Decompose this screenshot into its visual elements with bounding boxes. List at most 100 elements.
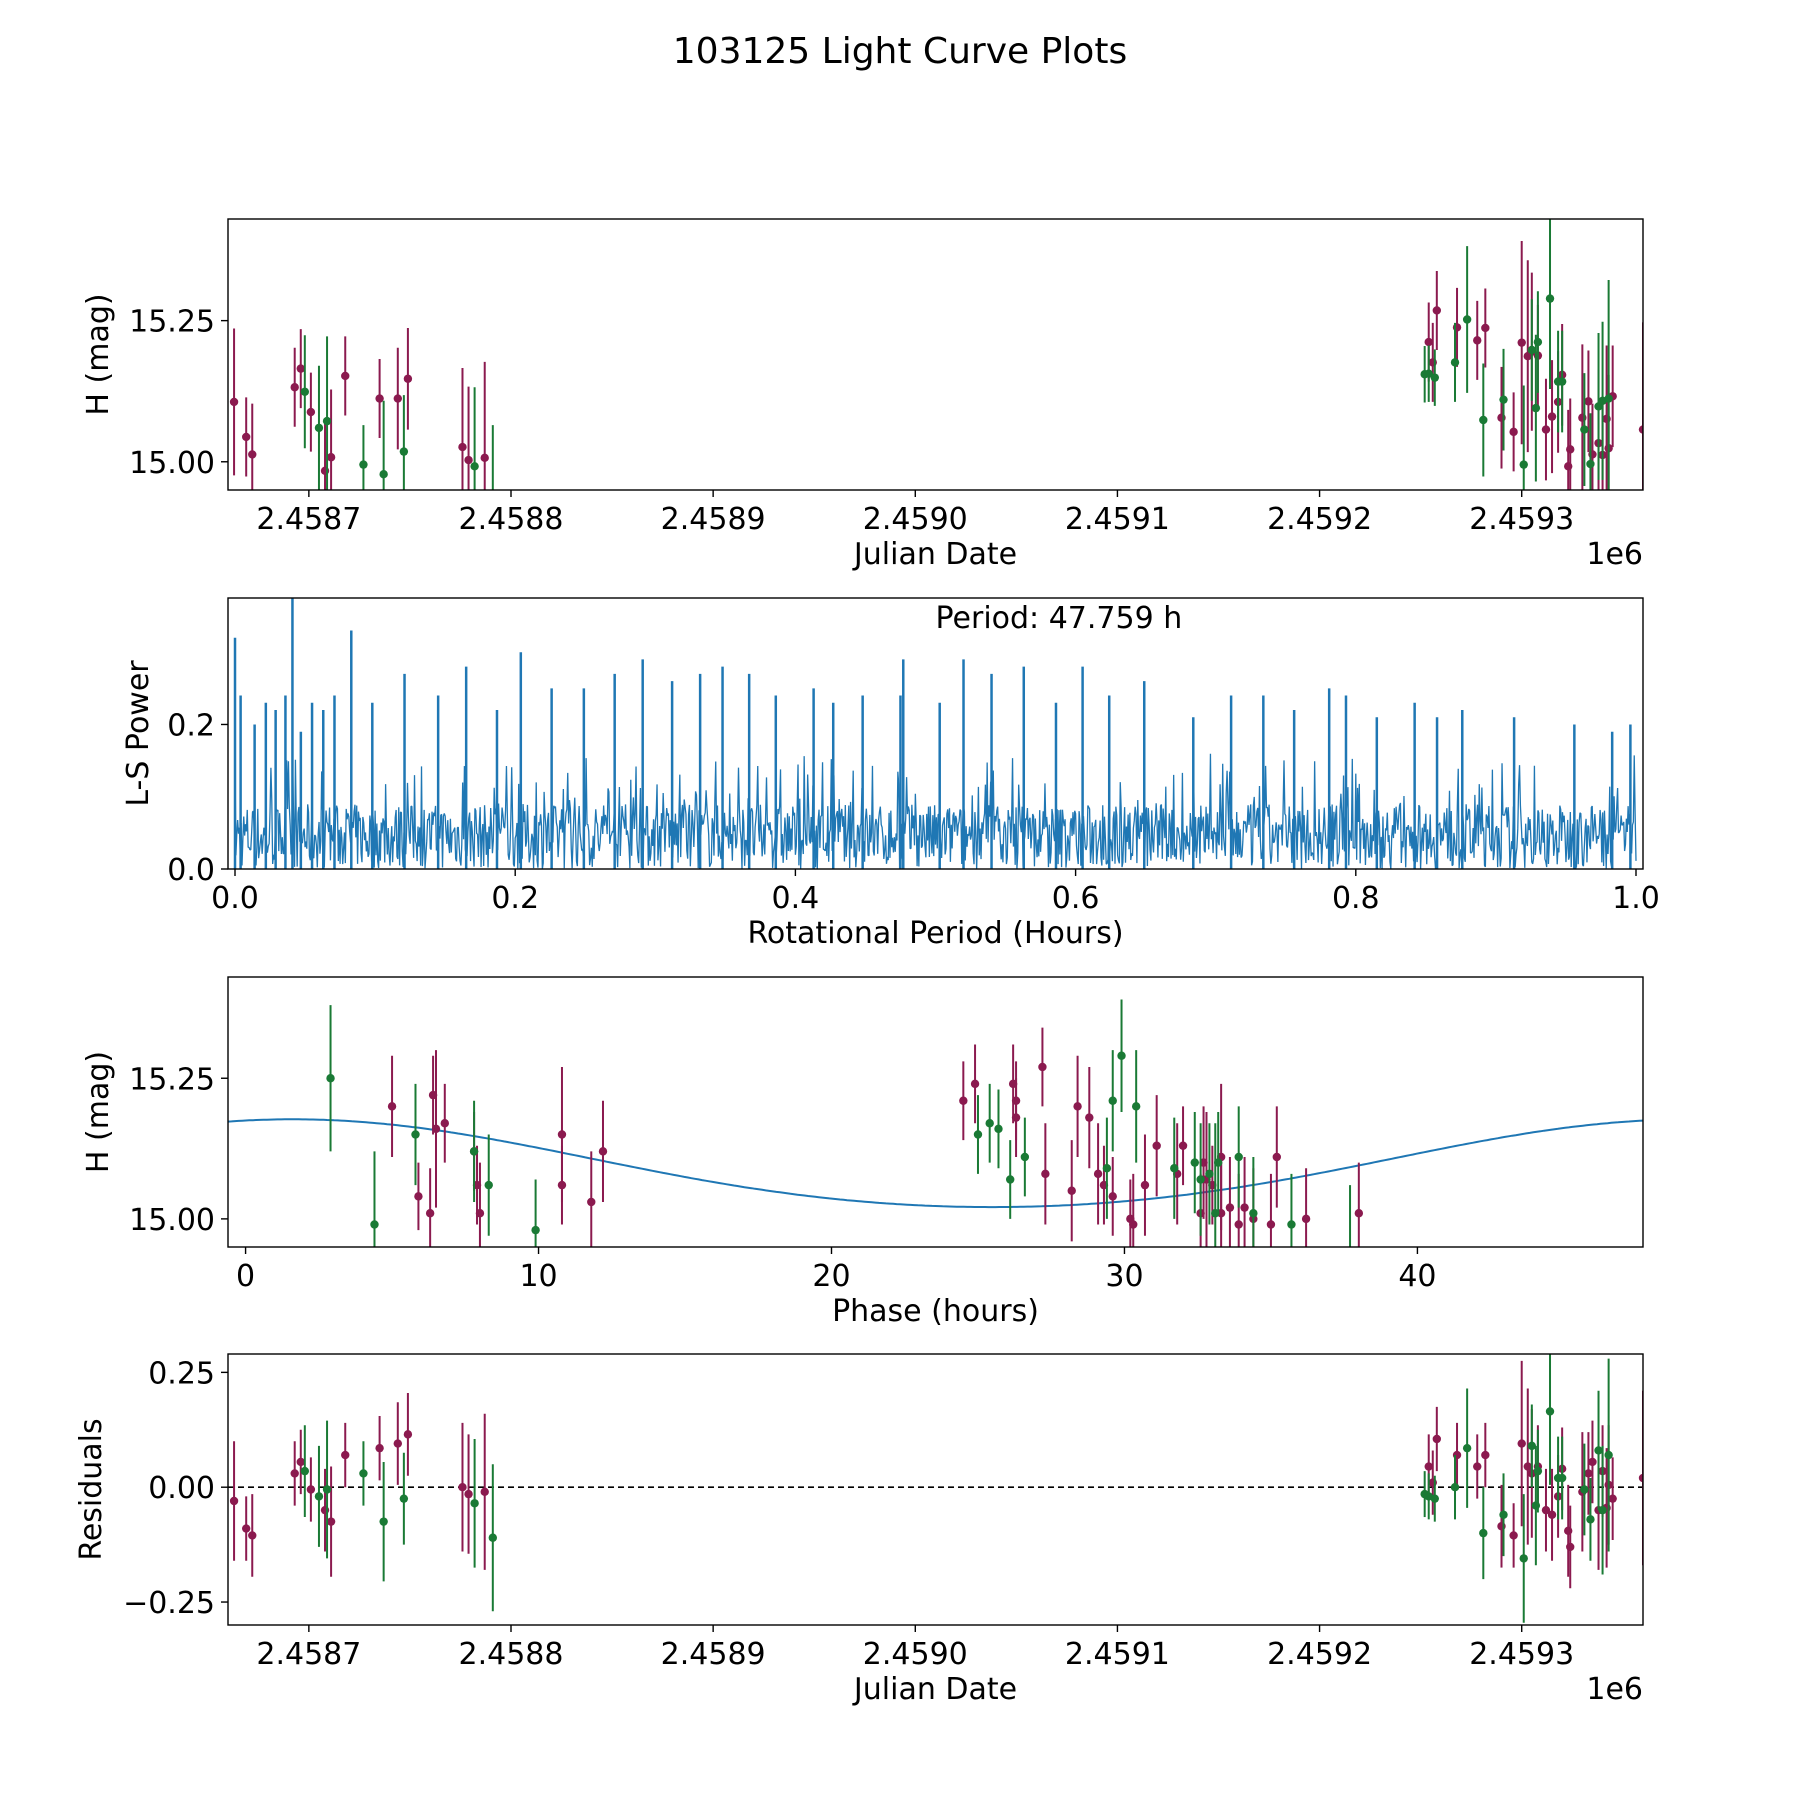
y-tick-label: 15.00	[129, 1203, 215, 1238]
filter-a-point	[1509, 1531, 1518, 1540]
filter-b-point	[1430, 1494, 1439, 1503]
filter-a-point	[403, 374, 413, 383]
residuals-axes-frame	[227, 1353, 1644, 1626]
filter-a-point	[1638, 1473, 1643, 1483]
filter-b-point	[1196, 1175, 1205, 1184]
filter-a-point	[393, 1439, 402, 1448]
filter-a-point	[464, 1489, 473, 1499]
x-tick-label: 40	[1398, 1259, 1436, 1294]
filter-b-point	[1519, 1554, 1528, 1563]
filter-b-point	[1519, 460, 1528, 469]
filter-a-point	[241, 1524, 251, 1533]
filter-a-point	[414, 1192, 423, 1201]
filter-a-point	[440, 1119, 449, 1128]
lightcurve-axes-frame	[227, 218, 1644, 491]
filter-a-point	[393, 394, 402, 403]
filter-a-point	[1354, 1209, 1364, 1218]
filter-b-point	[359, 1469, 368, 1478]
filter-a-point	[1301, 1214, 1311, 1224]
figure-title: 103125 Light Curve Plots	[673, 31, 1127, 72]
period-annotation: Period: 47.759 h	[936, 601, 1183, 636]
filter-a-point	[1547, 1510, 1557, 1519]
filter-a-point	[1541, 1505, 1551, 1515]
x-tick-label: 2.4590	[863, 1637, 968, 1672]
x-tick-label: 20	[812, 1259, 850, 1294]
y-tick-label: 0.2	[167, 708, 215, 743]
filter-b-point	[994, 1124, 1003, 1134]
filter-a-point	[1266, 1220, 1276, 1229]
filter-a-point	[1638, 425, 1643, 434]
filter-b-point	[1479, 1528, 1488, 1538]
filter-b-point	[1531, 403, 1541, 413]
x-tick-label: 10	[519, 1259, 557, 1294]
filter-b-point	[1598, 1505, 1607, 1515]
filter-a-point	[1523, 1462, 1532, 1471]
filter-b-point	[1479, 415, 1488, 425]
filter-a-point	[1517, 338, 1526, 347]
x-axis-label: Phase (hours)	[832, 1294, 1039, 1329]
y-tick-label: 0.00	[148, 1471, 215, 1506]
x-axis-label: Rotational Period (Hours)	[747, 916, 1123, 951]
filter-b-point	[1108, 1096, 1117, 1105]
filter-b-point	[973, 1130, 983, 1139]
filter-b-point	[1450, 1483, 1460, 1492]
lightcurve-panel: 2.4587 2.4588 2.4589 2.4590 2.4591 2.4592 2.45…	[81, 218, 1644, 572]
x-tick-label: 2.4591	[1065, 1637, 1170, 1672]
residuals-panel: 2.4587 2.4588 2.4589 2.4590 2.4591 2.4592 2.45…	[74, 1353, 1644, 1707]
filter-a-point	[1588, 1457, 1597, 1467]
y-tick-label: −0.25	[123, 1586, 215, 1621]
filter-a-point	[1108, 1192, 1117, 1201]
filter-b-point	[379, 1517, 388, 1526]
x-tick-label: 0	[236, 1259, 255, 1294]
x-tick-label: 2.4588	[459, 1637, 564, 1672]
filter-a-point	[970, 1079, 980, 1089]
phased-axes-frame	[227, 976, 1644, 1248]
x-tick-label: 2.4592	[1267, 502, 1372, 537]
filter-a-point	[403, 1430, 413, 1439]
filter-b-point	[1234, 1152, 1243, 1162]
x-tick-label: 2.4592	[1267, 1637, 1372, 1672]
filter-a-point	[598, 1147, 608, 1156]
filter-a-point	[241, 432, 251, 442]
filter-b-point	[1205, 1169, 1214, 1179]
filter-a-point	[557, 1180, 567, 1190]
filter-a-point	[1093, 1169, 1103, 1179]
x-offset-label: 1e6	[1586, 537, 1643, 572]
filter-b-point	[1586, 1515, 1595, 1524]
filter-b-point	[1594, 1446, 1603, 1455]
filter-b-point	[1424, 369, 1433, 378]
filter-a-point	[1432, 1434, 1442, 1444]
filter-b-point	[326, 1074, 335, 1083]
filter-b-point	[1527, 345, 1537, 355]
filter-a-point	[1608, 1494, 1617, 1503]
filter-a-point	[1225, 1203, 1235, 1212]
filter-a-point	[375, 1443, 384, 1453]
filter-a-point	[1509, 427, 1518, 437]
filter-a-point	[1424, 1462, 1433, 1471]
y-tick-label: 15.00	[129, 446, 215, 481]
x-tick-label: 0.0	[211, 881, 259, 916]
filter-b-point	[1287, 1220, 1296, 1229]
x-tick-label: 2.4593	[1469, 502, 1574, 537]
filter-a-point	[431, 1124, 441, 1134]
filter-b-point	[1499, 1510, 1508, 1519]
filter-a-point	[1129, 1220, 1138, 1229]
filter-b-point	[1604, 394, 1613, 403]
filter-a-point	[1140, 1180, 1150, 1190]
y-tick-label: 0.25	[148, 1356, 215, 1391]
filter-a-point	[475, 1209, 485, 1218]
x-tick-label: 1.0	[1612, 881, 1660, 916]
filter-b-point	[1170, 1164, 1179, 1173]
x-tick-label: 2.4593	[1469, 1637, 1574, 1672]
filter-b-point	[1214, 1158, 1223, 1167]
filter-a-point	[248, 1531, 257, 1540]
y-tick-label: 15.25	[129, 305, 215, 340]
filter-b-point	[300, 1466, 310, 1476]
filter-a-point	[1473, 336, 1482, 345]
filter-a-point	[1541, 425, 1551, 434]
x-axis-label: Julian Date	[852, 537, 1017, 572]
y-axis-label: Residuals	[74, 1418, 109, 1560]
model-curve	[228, 1118, 1643, 1209]
filter-a-point	[458, 1483, 467, 1492]
filter-b-point	[1020, 1152, 1030, 1162]
